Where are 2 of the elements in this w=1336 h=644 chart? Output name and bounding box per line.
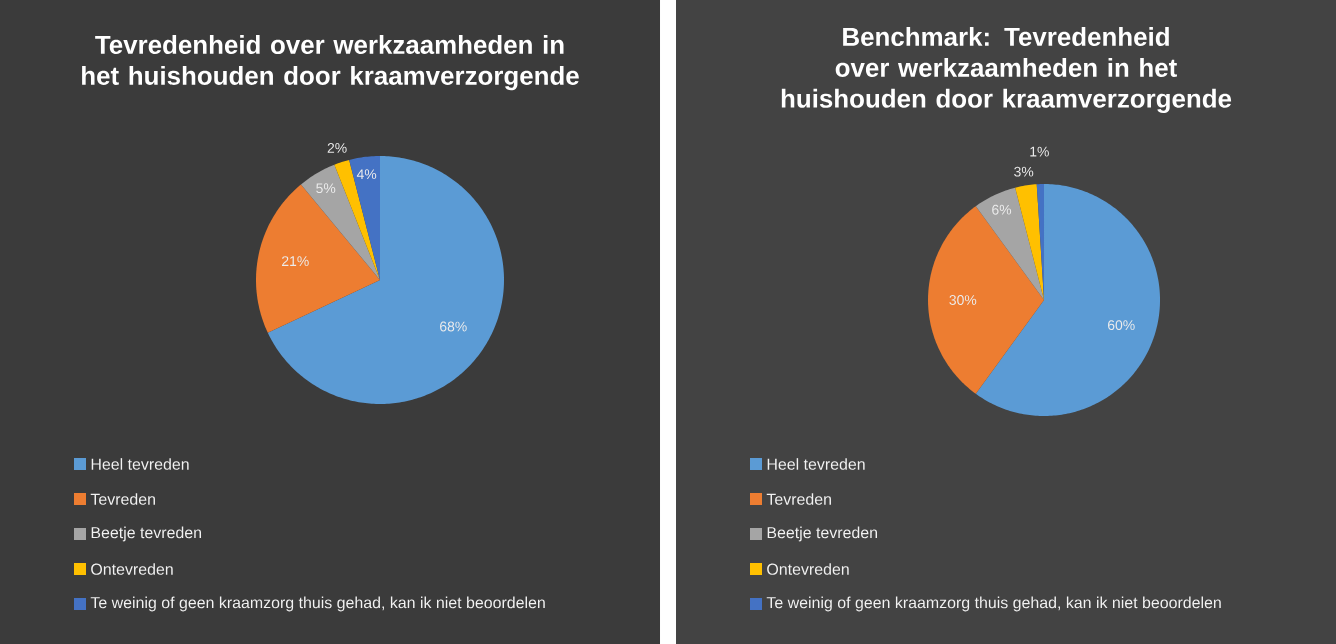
chart-title: Benchmark: Tevredenheid over werkzaamheden in het huishouden door kraamverzorgende	[781, 27, 1232, 114]
chart-title: Tevredenheid over werkzaamheden in het huishouden door kraamverzorgende	[82, 35, 579, 91]
